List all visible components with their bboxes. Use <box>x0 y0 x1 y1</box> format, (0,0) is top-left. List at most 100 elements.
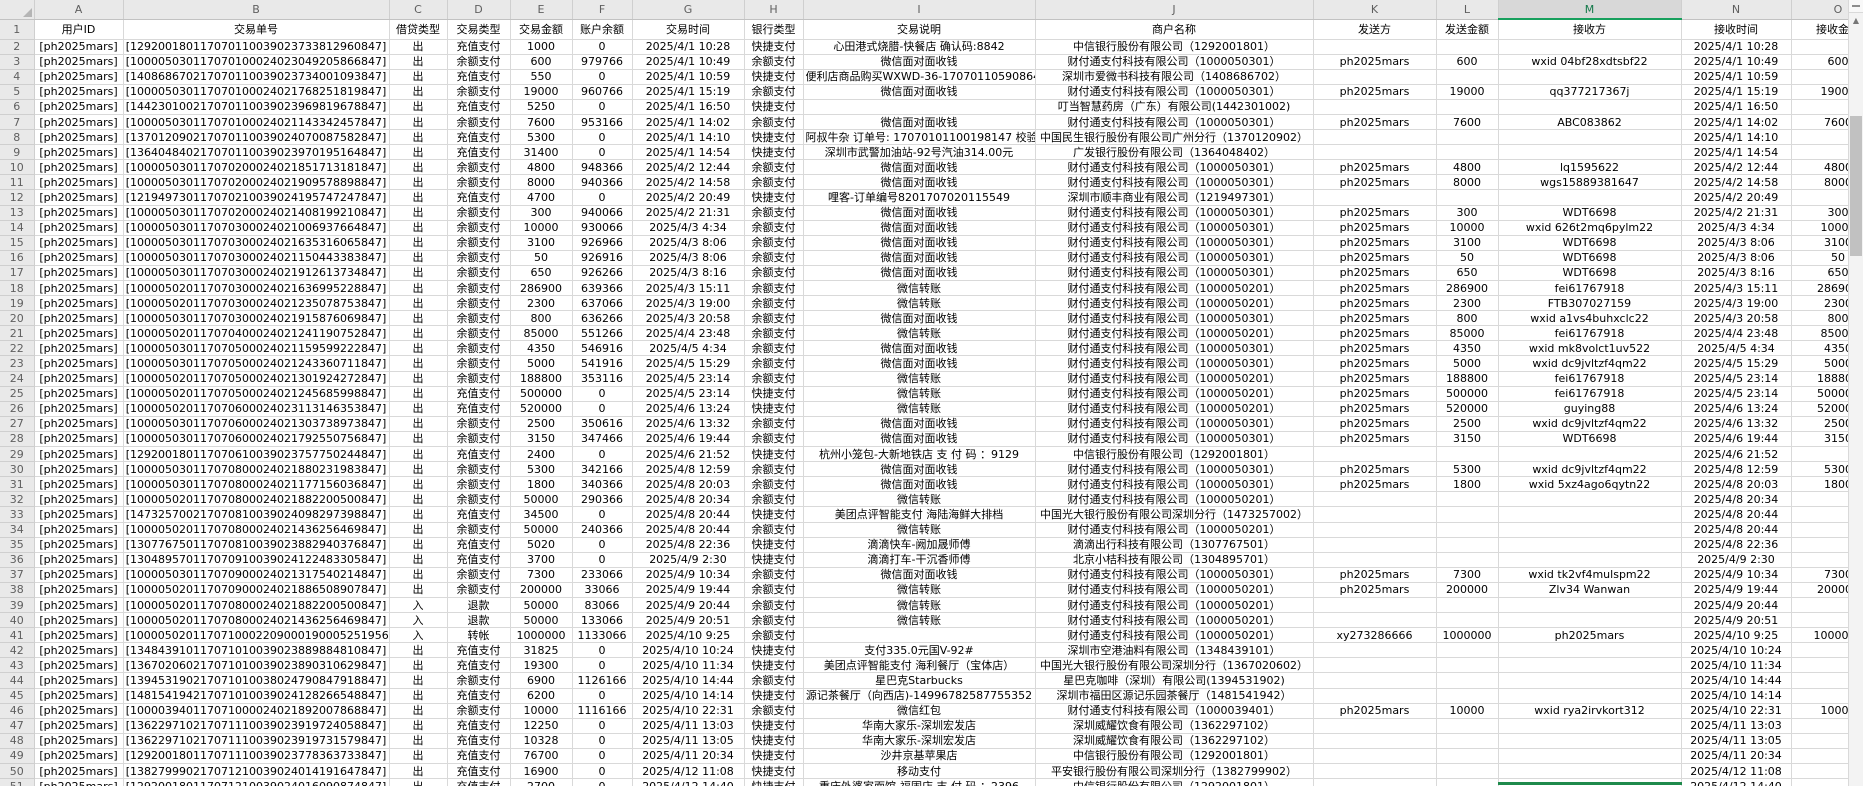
cell[interactable]: 快捷支付 <box>744 657 804 674</box>
row-number[interactable]: 40 <box>0 612 35 629</box>
cell[interactable]: [100005030117070500024021243360711847] <box>123 355 390 372</box>
row-number[interactable]: 30 <box>0 461 35 478</box>
cell[interactable]: 2300 <box>1791 295 1863 312</box>
cell[interactable]: 余额支付 <box>447 567 511 583</box>
cell[interactable]: 余额支付 <box>447 672 511 689</box>
cell[interactable]: 948366 <box>572 159 633 176</box>
cell[interactable] <box>1791 129 1863 146</box>
cell[interactable]: ph2025mars <box>1313 401 1437 417</box>
cell[interactable]: 650 <box>1436 265 1499 282</box>
scrollbar-thumb[interactable] <box>1850 116 1862 256</box>
row-number[interactable]: 28 <box>0 431 35 448</box>
cell[interactable] <box>1436 612 1499 629</box>
cell[interactable] <box>1436 748 1499 765</box>
cell[interactable]: 快捷支付 <box>744 129 804 146</box>
cell[interactable]: 滴滴打车-干沉香师傅 <box>803 552 1036 568</box>
cell[interactable]: 2025/4/3 8:16 <box>632 265 745 282</box>
cell[interactable]: 926916 <box>572 250 633 266</box>
cell[interactable]: 余额支付 <box>447 280 511 297</box>
cell[interactable]: 5020 <box>510 537 573 553</box>
cell[interactable]: 4800 <box>1791 159 1863 176</box>
cell[interactable]: 0 <box>572 144 633 161</box>
row-number[interactable]: 27 <box>0 416 35 432</box>
cell[interactable] <box>1436 718 1499 734</box>
cell[interactable]: 余额支付 <box>744 310 804 327</box>
cell[interactable]: 微信转账 <box>803 491 1036 508</box>
cell[interactable] <box>1436 491 1499 508</box>
cell[interactable]: qq377217367j <box>1498 84 1682 100</box>
cell[interactable]: 551266 <box>572 325 633 342</box>
cell[interactable]: ph2025mars <box>1313 280 1437 297</box>
cell[interactable]: 0 <box>572 401 633 417</box>
cell[interactable]: 出 <box>389 99 448 115</box>
cell[interactable]: 财付通支付科技有限公司（1000050301） <box>1035 461 1314 478</box>
cell[interactable]: 2025/4/1 14:10 <box>1681 129 1792 146</box>
cell[interactable]: 2025/4/10 11:34 <box>632 657 745 674</box>
cell[interactable]: 出 <box>389 461 448 478</box>
cell[interactable]: [129200180117070110039023733812960847] <box>123 39 390 55</box>
cell[interactable]: 余额支付 <box>744 220 804 236</box>
cell[interactable]: 31400 <box>510 144 573 161</box>
cell[interactable]: 7600 <box>1436 114 1499 131</box>
cell[interactable]: 财付通支付科技有限公司（1000050301） <box>1035 54 1314 70</box>
cell[interactable]: 2025/4/9 20:51 <box>632 612 745 629</box>
cell[interactable] <box>1436 688 1499 704</box>
cell[interactable]: 2025/4/3 8:06 <box>1681 235 1792 251</box>
select-all-corner[interactable] <box>0 0 35 20</box>
cell[interactable]: [100005020117070800024021436256469847] <box>123 612 390 629</box>
cell[interactable]: ph2025mars <box>1498 627 1682 644</box>
cell[interactable]: 2025/4/9 19:44 <box>1681 582 1792 598</box>
field-header-cell[interactable]: 交易单号 <box>123 19 390 40</box>
cell[interactable]: Zlv34 Wanwan <box>1498 582 1682 598</box>
cell[interactable]: 充值支付 <box>447 99 511 115</box>
cell[interactable]: 2025/4/2 20:49 <box>1681 189 1792 206</box>
cell[interactable] <box>1498 491 1682 508</box>
cell[interactable]: 微信面对面收钱 <box>803 159 1036 176</box>
cell[interactable]: 余额支付 <box>744 612 804 629</box>
cell[interactable]: 2025/4/1 15:19 <box>1681 84 1792 100</box>
cell[interactable]: [ph2025mars] <box>34 461 124 478</box>
row-number[interactable]: 49 <box>0 748 35 765</box>
field-header-cell[interactable]: 银行类型 <box>744 19 804 40</box>
cell[interactable]: 2025/4/2 14:58 <box>632 174 745 191</box>
cell[interactable]: 2025/4/5 23:14 <box>632 386 745 402</box>
cell[interactable] <box>1791 491 1863 508</box>
cell[interactable]: 余额支付 <box>744 371 804 387</box>
cell[interactable]: [ph2025mars] <box>34 250 124 266</box>
cell[interactable]: 2300 <box>1436 295 1499 312</box>
cell[interactable] <box>1791 69 1863 85</box>
cell[interactable]: 2025/4/10 14:14 <box>632 688 745 704</box>
cell[interactable]: [ph2025mars] <box>34 657 124 674</box>
cell[interactable]: 6900 <box>510 672 573 689</box>
cell[interactable]: 星巴克咖啡（深圳）有限公司(1394531902) <box>1035 672 1314 689</box>
cell[interactable]: 出 <box>389 567 448 583</box>
cell[interactable] <box>1313 491 1437 508</box>
cell[interactable]: 出 <box>389 552 448 568</box>
cell[interactable]: [136229710217071110039023919724058847] <box>123 718 390 734</box>
row-number[interactable]: 17 <box>0 265 35 282</box>
row-number[interactable]: 42 <box>0 642 35 659</box>
cell[interactable]: 财付通支付科技有限公司（1000050301） <box>1035 340 1314 357</box>
column-header-E[interactable]: E <box>510 0 573 20</box>
row-number[interactable]: 19 <box>0 295 35 312</box>
cell[interactable]: 50000 <box>510 491 573 508</box>
cell[interactable]: 2025/4/1 14:02 <box>632 114 745 131</box>
cell[interactable]: 余额支付 <box>744 567 804 583</box>
cell[interactable]: [ph2025mars] <box>34 537 124 553</box>
row-number[interactable]: 10 <box>0 159 35 176</box>
cell[interactable]: 余额支付 <box>447 265 511 282</box>
cell[interactable]: 7300 <box>1791 567 1863 583</box>
cell[interactable]: 2025/4/2 14:58 <box>1681 174 1792 191</box>
cell[interactable]: 财付通支付科技有限公司（1000050201） <box>1035 295 1314 312</box>
cell[interactable]: 2500 <box>510 416 573 432</box>
cell[interactable]: 2025/4/2 20:49 <box>632 189 745 206</box>
field-header-cell[interactable]: 借贷类型 <box>389 19 448 40</box>
cell[interactable]: [136702060217071010039023890310629847] <box>123 657 390 674</box>
cell[interactable]: 出 <box>389 235 448 251</box>
cell[interactable]: 639366 <box>572 280 633 297</box>
cell[interactable]: [ph2025mars] <box>34 612 124 629</box>
cell[interactable]: 2025/4/6 19:44 <box>1681 431 1792 448</box>
cell[interactable]: 余额支付 <box>744 703 804 719</box>
cell[interactable] <box>1498 672 1682 689</box>
cell[interactable]: 余额支付 <box>744 522 804 538</box>
